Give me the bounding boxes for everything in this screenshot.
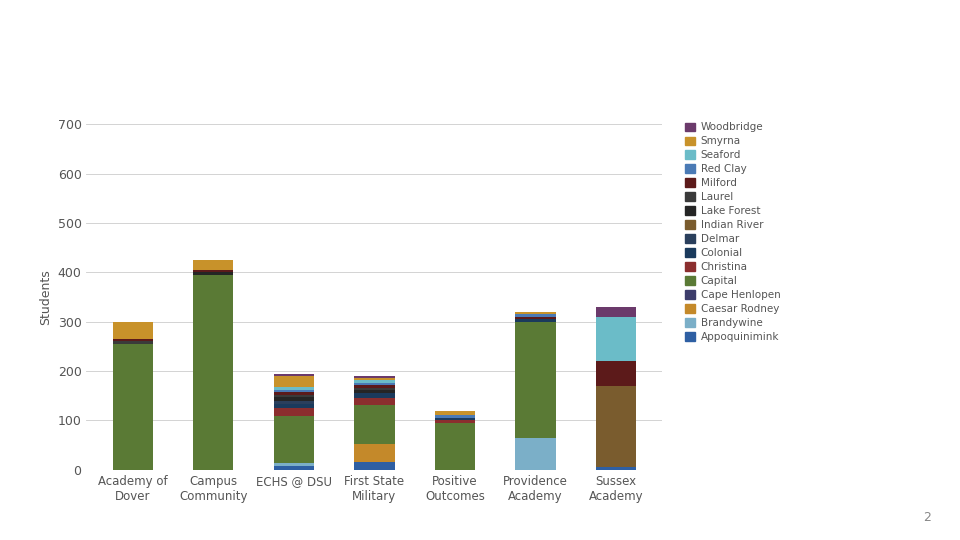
Text: District Sources of Charter School Students: District Sources of Charter School Stude… — [24, 31, 844, 64]
Bar — [354, 378, 395, 381]
Bar — [274, 408, 314, 416]
Bar — [596, 361, 636, 386]
Bar — [596, 307, 636, 317]
Bar — [274, 403, 314, 408]
Bar — [274, 401, 314, 403]
Bar — [596, 467, 636, 470]
Bar — [274, 397, 314, 401]
Bar — [354, 405, 395, 444]
Bar — [193, 275, 233, 470]
Bar — [516, 319, 556, 322]
Bar — [354, 398, 395, 405]
Bar — [435, 421, 475, 423]
Bar — [274, 416, 314, 463]
Bar — [435, 410, 475, 415]
Bar — [274, 376, 314, 387]
Bar — [274, 374, 314, 376]
Bar — [354, 383, 395, 386]
Bar — [112, 341, 153, 344]
Bar — [274, 390, 314, 392]
Bar — [354, 393, 395, 398]
Bar — [516, 314, 556, 317]
Bar — [193, 272, 233, 275]
Bar — [274, 387, 314, 390]
Bar — [274, 466, 314, 470]
Bar — [274, 392, 314, 395]
Bar — [596, 386, 636, 467]
Bar — [596, 317, 636, 361]
Bar — [435, 415, 475, 418]
Bar — [435, 423, 475, 470]
Bar — [354, 444, 395, 462]
Bar — [112, 322, 153, 339]
Bar — [516, 312, 556, 314]
Bar — [274, 395, 314, 397]
Bar — [112, 344, 153, 470]
Bar — [516, 317, 556, 319]
Y-axis label: Students: Students — [39, 269, 52, 325]
Bar — [516, 322, 556, 438]
Bar — [354, 375, 395, 378]
Legend: Woodbridge, Smyrna, Seaford, Red Clay, Milford, Laurel, Lake Forest, Indian Rive: Woodbridge, Smyrna, Seaford, Red Clay, M… — [684, 123, 780, 342]
Bar — [354, 390, 395, 393]
Bar — [354, 462, 395, 470]
Bar — [193, 270, 233, 272]
Bar — [354, 381, 395, 383]
Bar — [516, 438, 556, 470]
Bar — [354, 386, 395, 388]
Bar — [435, 418, 475, 421]
Text: 2: 2 — [924, 511, 931, 524]
Bar — [274, 463, 314, 466]
Bar — [354, 388, 395, 390]
Bar — [112, 339, 153, 341]
Bar — [193, 260, 233, 270]
